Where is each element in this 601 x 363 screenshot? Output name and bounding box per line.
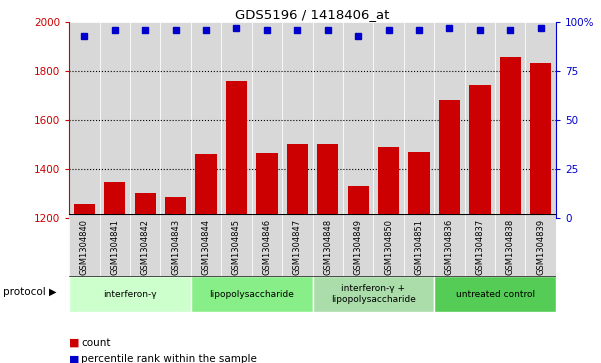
Bar — [439, 100, 460, 218]
Text: GSM1304845: GSM1304845 — [232, 219, 241, 275]
Bar — [313, 214, 343, 276]
Text: lipopolysaccharide: lipopolysaccharide — [209, 290, 294, 298]
Bar — [404, 214, 435, 276]
Bar — [100, 22, 130, 218]
Text: ■: ■ — [69, 338, 79, 348]
Text: untreated control: untreated control — [456, 290, 535, 298]
Bar — [465, 22, 495, 218]
Text: GSM1304841: GSM1304841 — [110, 219, 119, 275]
Bar — [130, 22, 160, 218]
Bar — [465, 214, 495, 276]
Bar — [226, 81, 247, 218]
Bar — [287, 144, 308, 218]
Bar — [495, 214, 525, 276]
Bar — [378, 147, 399, 218]
Bar — [469, 85, 490, 218]
Text: GSM1304842: GSM1304842 — [141, 219, 150, 275]
Text: count: count — [81, 338, 111, 348]
Bar — [408, 152, 430, 218]
Text: GSM1304838: GSM1304838 — [506, 219, 515, 276]
Bar — [373, 214, 404, 276]
Bar — [252, 214, 282, 276]
Bar — [74, 204, 95, 218]
Bar — [69, 214, 100, 276]
Bar — [104, 182, 126, 218]
Text: ▶: ▶ — [49, 287, 56, 297]
Text: protocol: protocol — [3, 287, 46, 297]
Bar — [525, 214, 556, 276]
Text: interferon-γ: interferon-γ — [103, 290, 157, 298]
Title: GDS5196 / 1418406_at: GDS5196 / 1418406_at — [236, 8, 389, 21]
Text: GSM1304846: GSM1304846 — [263, 219, 272, 275]
Bar — [100, 214, 130, 276]
Bar — [195, 154, 217, 218]
Bar — [165, 197, 186, 218]
Bar — [69, 276, 191, 312]
Bar — [343, 22, 373, 218]
Bar — [525, 22, 556, 218]
Text: GSM1304837: GSM1304837 — [475, 219, 484, 276]
Bar — [221, 214, 252, 276]
Bar — [313, 276, 435, 312]
Bar — [495, 22, 525, 218]
Text: GSM1304851: GSM1304851 — [415, 219, 424, 275]
Bar — [434, 22, 465, 218]
Bar — [499, 57, 521, 218]
Text: GSM1304848: GSM1304848 — [323, 219, 332, 275]
Text: GSM1304844: GSM1304844 — [201, 219, 210, 275]
Bar — [282, 214, 313, 276]
Text: ■: ■ — [69, 354, 79, 363]
Text: GSM1304847: GSM1304847 — [293, 219, 302, 275]
Bar — [135, 193, 156, 218]
Text: GSM1304839: GSM1304839 — [536, 219, 545, 275]
Bar — [434, 214, 465, 276]
Bar — [221, 22, 252, 218]
Bar — [160, 214, 191, 276]
Bar — [130, 214, 160, 276]
Text: interferon-γ +
lipopolysaccharide: interferon-γ + lipopolysaccharide — [331, 284, 416, 304]
Bar — [313, 22, 343, 218]
Bar — [282, 22, 313, 218]
Bar — [317, 144, 338, 218]
Text: percentile rank within the sample: percentile rank within the sample — [81, 354, 257, 363]
Bar — [530, 64, 551, 218]
Bar — [252, 22, 282, 218]
Bar — [404, 22, 435, 218]
Bar — [343, 214, 373, 276]
Bar — [434, 276, 556, 312]
Bar — [373, 22, 404, 218]
Bar — [69, 22, 100, 218]
Bar — [191, 276, 313, 312]
Text: GSM1304843: GSM1304843 — [171, 219, 180, 275]
Bar — [347, 186, 369, 218]
Bar — [191, 22, 221, 218]
Text: GSM1304836: GSM1304836 — [445, 219, 454, 276]
Text: GSM1304840: GSM1304840 — [80, 219, 89, 275]
Text: GSM1304849: GSM1304849 — [353, 219, 362, 275]
Bar — [191, 214, 221, 276]
Bar — [256, 153, 278, 218]
Bar — [160, 22, 191, 218]
Text: GSM1304850: GSM1304850 — [384, 219, 393, 275]
